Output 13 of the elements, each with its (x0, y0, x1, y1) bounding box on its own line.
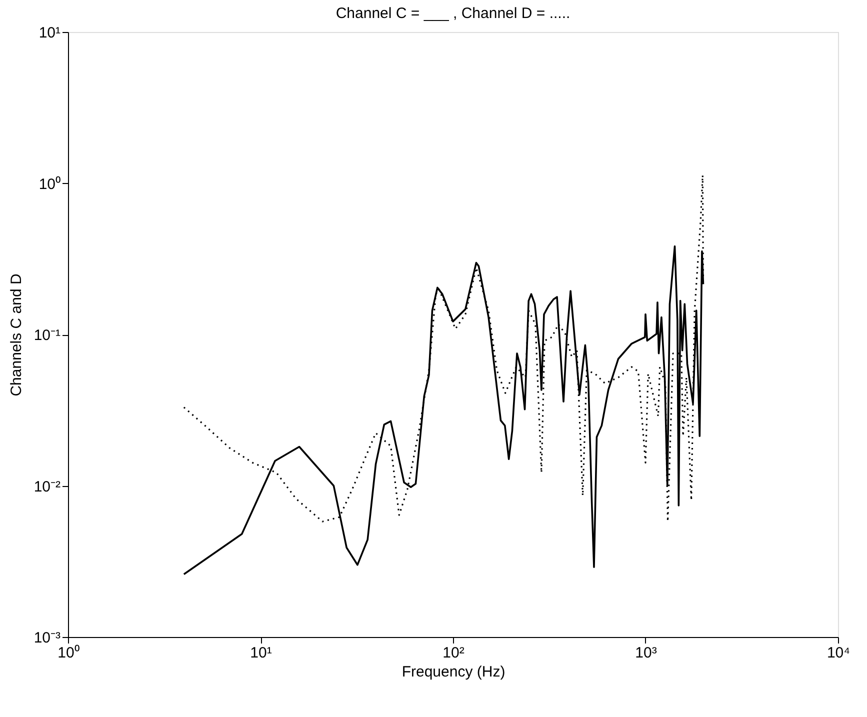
y-tick-label: 10⁻² (34, 478, 60, 496)
y-tick-label: 10⁻¹ (34, 327, 60, 344)
y-tick-label: 10⁻³ (34, 630, 60, 646)
x-axis-title: Frequency (Hz) (402, 664, 506, 680)
x-tick-label: 10² (442, 644, 464, 662)
x-tick-label: 10⁰ (58, 644, 80, 662)
x-tick-label: 10³ (635, 644, 657, 662)
x-tick-label: 10¹ (250, 644, 272, 662)
y-axis-title: Channels C and D (8, 274, 25, 396)
y-tick-label: 10¹ (38, 24, 60, 42)
x-tick-label: 10⁴ (826, 644, 850, 662)
chart-title: Channel C = ___ , Channel D = ..... (336, 5, 570, 22)
y-tick-label: 10⁰ (38, 176, 60, 193)
